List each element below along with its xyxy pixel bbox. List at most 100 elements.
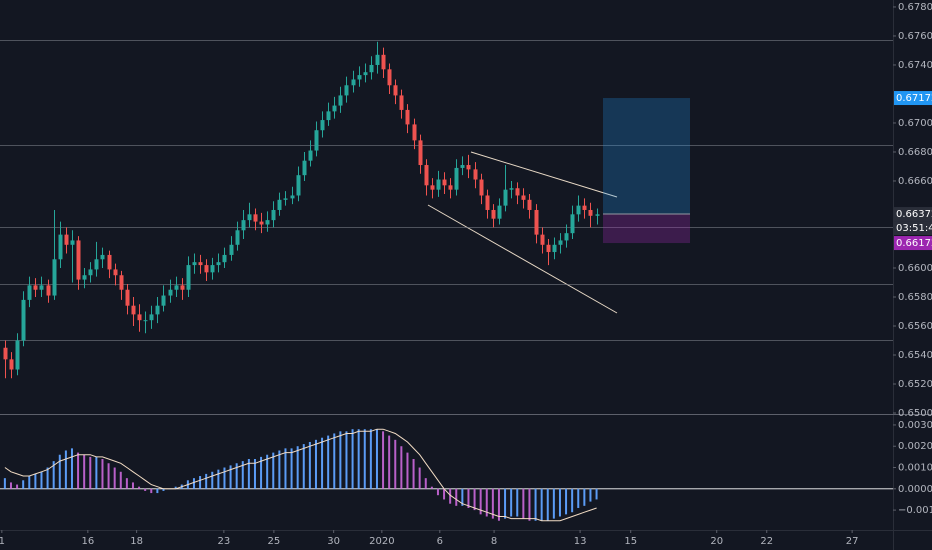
x-tick-label: 20 — [710, 536, 723, 547]
histogram-bar — [308, 441, 311, 489]
histogram-bar — [278, 450, 281, 489]
histogram-bar — [229, 465, 232, 489]
candle-body — [448, 185, 453, 190]
stop-tag: 0.66172 — [896, 238, 932, 249]
candle-body — [503, 189, 508, 206]
histogram-bar — [565, 488, 568, 515]
histogram-bar — [260, 456, 263, 489]
candle-body — [39, 285, 44, 290]
candle-body — [265, 220, 270, 225]
x-tick-label: 15 — [624, 536, 637, 547]
histogram-bar — [77, 452, 80, 489]
candle-body — [418, 140, 423, 166]
candle-body — [192, 262, 197, 266]
histogram-bar — [546, 488, 549, 521]
histogram-bar — [58, 454, 61, 489]
entry-tag-bg — [894, 207, 932, 222]
histogram-bar — [101, 459, 104, 489]
entry-tag: 0.66372 — [896, 209, 932, 220]
candle-body — [107, 254, 112, 270]
candle-body — [161, 295, 166, 306]
candle-body — [595, 214, 600, 216]
candle-body — [64, 234, 69, 245]
candle-body — [70, 240, 75, 245]
histogram-bar — [290, 448, 293, 489]
candle-body — [149, 314, 154, 321]
histogram-bar — [571, 488, 574, 513]
candle-body — [94, 259, 99, 270]
histogram-bar — [485, 488, 488, 517]
candle-body — [33, 285, 38, 290]
candle-body — [582, 205, 587, 210]
histogram-bar — [412, 459, 415, 489]
candle-body — [473, 169, 478, 180]
histogram-bar — [510, 488, 513, 517]
histogram-bar — [272, 452, 275, 489]
histogram-bar — [436, 488, 439, 496]
histogram-bar — [217, 469, 220, 489]
x-tick-label: 13 — [574, 536, 587, 547]
candle-body — [76, 240, 81, 280]
histogram-bar — [95, 456, 98, 489]
candle-body — [186, 265, 191, 290]
x-tick-label: 18 — [130, 536, 143, 547]
histogram-bar — [540, 488, 543, 521]
histogram-bar — [424, 478, 427, 489]
histogram-bar — [345, 431, 348, 489]
histogram-bar — [314, 439, 317, 489]
candle-body — [204, 265, 209, 273]
candle-body — [564, 233, 569, 241]
histogram-bar — [388, 435, 391, 489]
x-tick-label: 25 — [268, 536, 281, 547]
candle-body — [552, 244, 557, 253]
histogram-bar — [296, 446, 299, 489]
histogram-bar — [406, 452, 409, 489]
histogram-bar — [3, 478, 6, 489]
candle-body — [3, 347, 8, 360]
candle-body — [143, 320, 148, 322]
candle-body — [588, 209, 593, 216]
candle-body — [21, 299, 26, 341]
histogram-bar — [497, 488, 500, 521]
candle-body — [271, 209, 276, 221]
histogram-bar — [577, 488, 580, 508]
candle-body — [570, 214, 575, 234]
candle-body — [131, 305, 136, 315]
candle-body — [277, 199, 282, 210]
candle-body — [46, 285, 51, 296]
x-tick-label: 6 — [437, 536, 443, 547]
histogram-bar — [192, 478, 195, 489]
candle-body — [375, 54, 380, 65]
x-tick-label: 8 — [491, 536, 497, 547]
histogram-bar — [83, 454, 86, 489]
histogram-bar — [455, 488, 458, 506]
histogram-bar — [138, 486, 141, 489]
histogram-bar — [70, 448, 73, 489]
candle-body — [296, 175, 301, 196]
histogram-bar — [28, 476, 31, 489]
histogram-bar — [46, 467, 49, 489]
candle-body — [485, 195, 490, 210]
candle-body — [155, 305, 160, 315]
candle-body — [521, 195, 526, 200]
candle-body — [546, 244, 551, 253]
histogram-bar — [473, 488, 476, 511]
histogram-bar — [52, 461, 55, 489]
candle-body — [491, 209, 496, 219]
candle-body — [540, 234, 545, 245]
histogram-bar — [400, 446, 403, 489]
x-tick-label: 16 — [81, 536, 94, 547]
histogram-bar — [156, 488, 159, 494]
x-tick-label: 27 — [846, 536, 859, 547]
candle-body — [576, 205, 581, 215]
candle-body — [405, 109, 410, 125]
candle-body — [9, 359, 14, 370]
candle-body — [534, 209, 539, 235]
